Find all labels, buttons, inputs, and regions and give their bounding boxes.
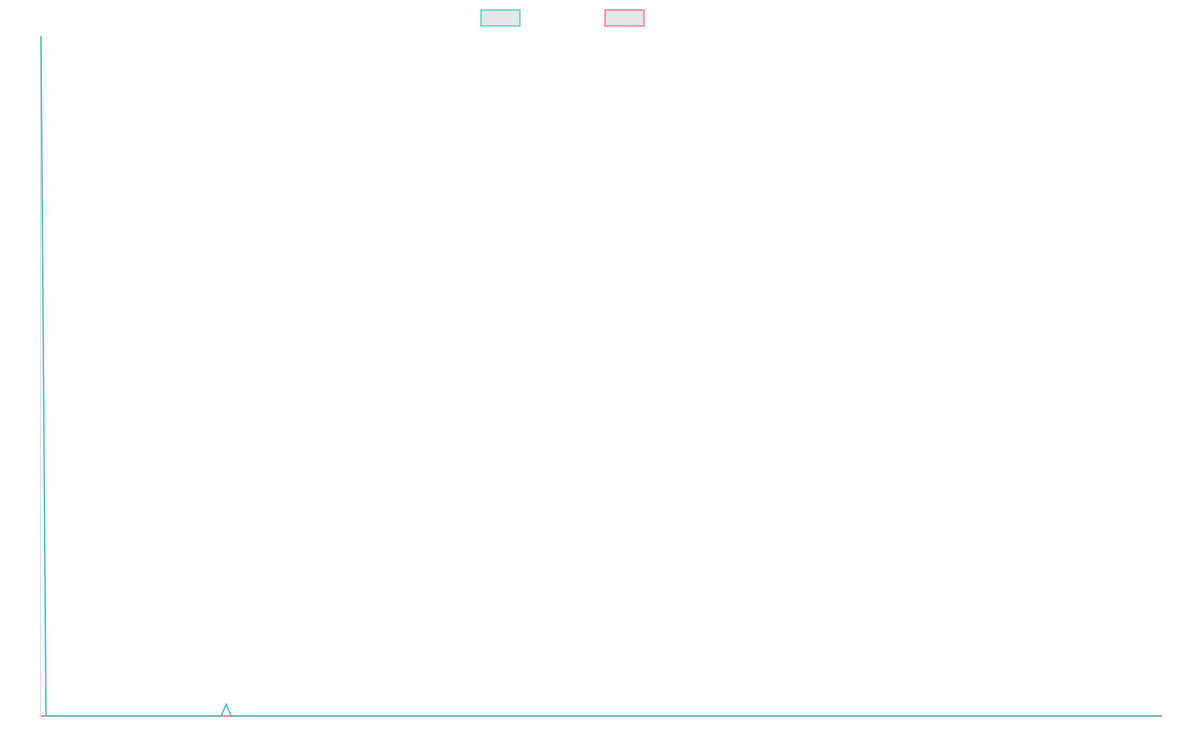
series-layer: [40, 35, 1162, 717]
legend: [480, 9, 645, 27]
series-line-1: [40, 35, 1162, 717]
legend-swatch-1[interactable]: [480, 9, 521, 27]
legend-swatch-2[interactable]: [604, 9, 645, 27]
